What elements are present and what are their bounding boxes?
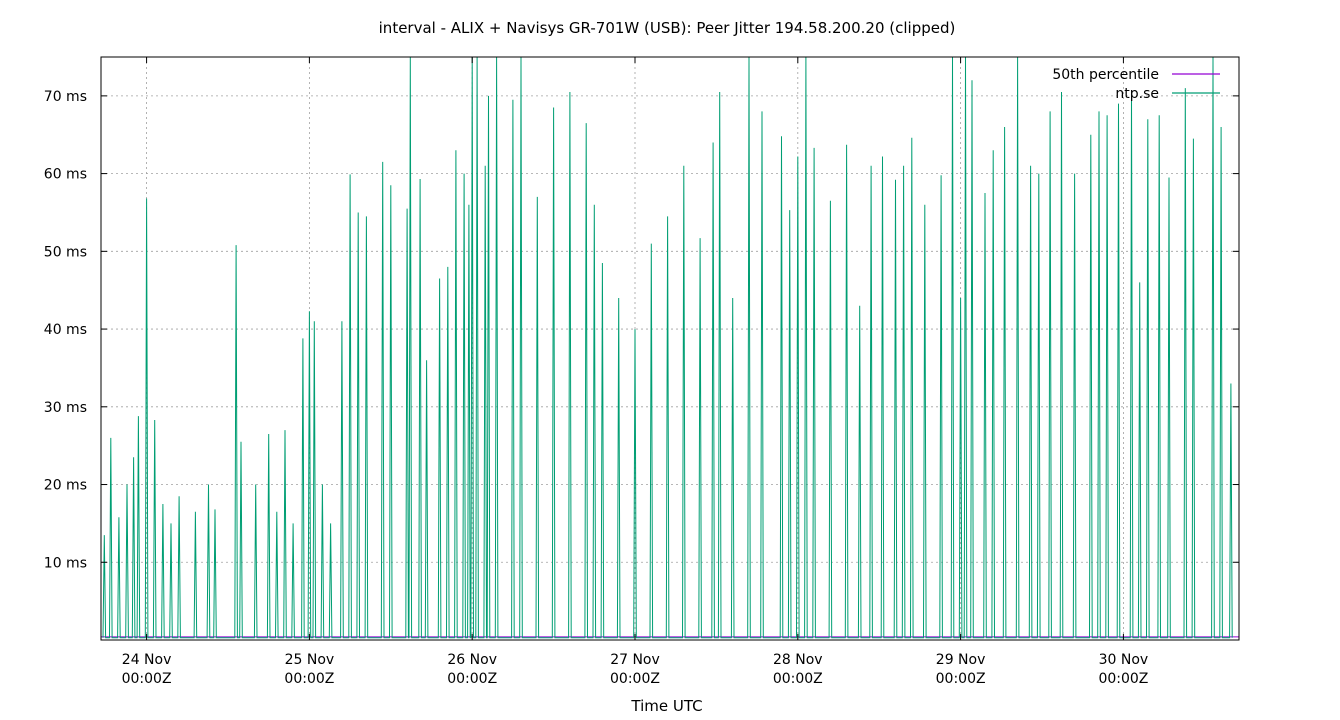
y-tick-label: 10 ms	[44, 555, 87, 571]
chart-title: interval - ALIX + Navisys GR-701W (USB):…	[379, 19, 956, 37]
series-line-ntp-se	[102, 56, 1233, 639]
x-tick-label-time: 00:00Z	[1098, 671, 1148, 687]
x-tick-label-time: 00:00Z	[936, 671, 986, 687]
axis-ticks: 10 ms 20 ms 30 ms 40 ms 50 ms 60 ms 70 ms 24 No…	[44, 57, 1239, 687]
x-tick-label-date: 29 Nov	[936, 652, 986, 668]
x-tick-label-date: 28 Nov	[773, 652, 823, 668]
y-tick-label: 60 ms	[44, 167, 87, 183]
x-tick-label-date: 26 Nov	[447, 652, 497, 668]
x-tick-label-date: 25 Nov	[285, 652, 335, 668]
x-tick-label-date: 27 Nov	[610, 652, 660, 668]
y-tick-label: 50 ms	[44, 244, 87, 260]
x-tick-label-time: 00:00Z	[773, 671, 823, 687]
x-tick-label-date: 30 Nov	[1099, 652, 1149, 668]
x-tick-label-time: 00:00Z	[122, 671, 172, 687]
y-tick-label: 40 ms	[44, 322, 87, 338]
legend-label-50th-percentile: 50th percentile	[1052, 67, 1159, 83]
legend-label-ntp-se: ntp.se	[1115, 86, 1159, 102]
x-tick-label-time: 00:00Z	[447, 671, 497, 687]
x-axis-label: Time UTC	[630, 697, 702, 715]
series-layer	[101, 56, 1239, 639]
x-tick-label-time: 00:00Z	[610, 671, 660, 687]
y-tick-label: 20 ms	[44, 478, 87, 494]
y-tick-label: 70 ms	[44, 89, 87, 105]
plot-frame	[100, 56, 1240, 641]
legend: 50th percentile ntp.se	[1052, 67, 1220, 102]
x-tick-label-date: 24 Nov	[122, 652, 172, 668]
y-tick-label: 30 ms	[44, 400, 87, 416]
grid-lines	[101, 57, 1239, 640]
x-tick-label-time: 00:00Z	[284, 671, 334, 687]
